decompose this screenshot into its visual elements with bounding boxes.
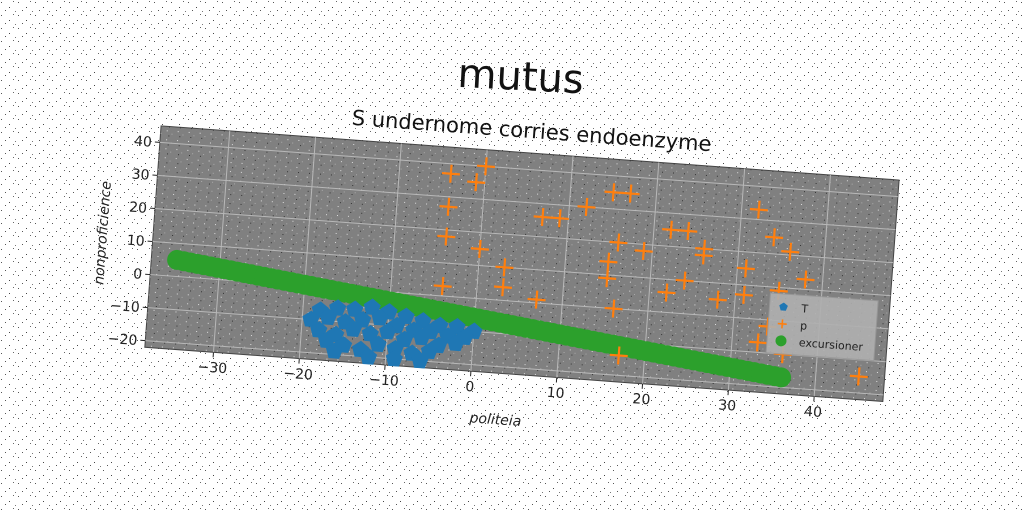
ticks: −30 −20 −10 0 10 20 30 40 −20 −10 0 10 20 30 40 xyxy=(107,134,823,421)
t-point xyxy=(360,348,378,365)
t-point xyxy=(397,307,415,325)
x-tick-label: 20 xyxy=(632,391,651,408)
p-point xyxy=(433,277,452,296)
y-tick-label: 0 xyxy=(133,266,143,283)
p-point xyxy=(781,242,800,261)
t-point xyxy=(329,299,347,316)
p-point xyxy=(493,278,513,297)
y-tick-label: 20 xyxy=(129,200,148,217)
x-grid-line xyxy=(298,137,317,359)
p-point xyxy=(604,183,623,202)
t-point xyxy=(420,342,438,360)
p-point xyxy=(765,228,784,247)
p-point xyxy=(621,184,640,203)
t-point xyxy=(385,349,403,367)
excursioner-point xyxy=(771,367,792,388)
p-point xyxy=(495,258,514,277)
p-point xyxy=(849,367,868,386)
x-tick-label: −30 xyxy=(197,359,228,377)
x-tick-label: 0 xyxy=(465,379,475,396)
p-point xyxy=(598,269,617,288)
y-grid-line xyxy=(154,207,894,264)
p-point xyxy=(599,252,618,271)
x-grid-line xyxy=(727,168,746,391)
p-point xyxy=(748,333,767,352)
p-point xyxy=(533,207,552,227)
p-point xyxy=(604,299,623,318)
t-point xyxy=(448,317,466,335)
p-point xyxy=(609,346,628,365)
legend-label: T xyxy=(800,302,809,316)
y-tick-label: 40 xyxy=(133,134,152,151)
t-point xyxy=(319,308,337,326)
x-tick-label: 30 xyxy=(718,397,737,414)
y-tick-label: 30 xyxy=(131,167,150,184)
t-point xyxy=(371,309,389,326)
p-point xyxy=(694,246,713,265)
chart-title: mutus xyxy=(456,51,584,104)
t-point xyxy=(318,331,336,349)
t-point xyxy=(346,300,364,318)
x-tick-label: 10 xyxy=(546,385,565,402)
x-tick-label: −10 xyxy=(369,372,400,390)
t-point xyxy=(302,310,320,328)
y-grid-line xyxy=(157,174,896,231)
p-point xyxy=(749,200,768,219)
x-grid-line xyxy=(813,174,831,397)
p-point xyxy=(441,164,460,183)
p-point xyxy=(662,220,681,239)
legend-t-marker xyxy=(779,302,788,311)
x-tick-label: −20 xyxy=(283,366,314,384)
x-axis-label: politeia xyxy=(468,410,522,430)
t-point xyxy=(447,334,465,352)
y-axis-label: nonproficience xyxy=(91,180,115,285)
y-tick-label: 10 xyxy=(126,233,145,250)
p-point xyxy=(470,239,489,258)
t-point xyxy=(413,328,431,346)
y-grid-line xyxy=(152,241,891,297)
p-point xyxy=(796,270,815,289)
p-point xyxy=(467,173,486,192)
plot-area: −30 −20 −10 0 10 20 30 40 −20 −10 0 10 20 30 40 xyxy=(107,125,900,421)
t-point xyxy=(395,330,413,348)
legend-label: p xyxy=(800,319,808,332)
legend: Tp excursioner xyxy=(765,292,879,362)
legend-label: excursioner xyxy=(798,336,863,354)
p-point xyxy=(609,233,628,252)
t-point xyxy=(363,298,381,316)
y-tick-label: −10 xyxy=(110,298,141,316)
p-point xyxy=(734,285,754,304)
p-point xyxy=(437,227,456,246)
y-grid-line xyxy=(159,141,898,198)
p-point xyxy=(476,157,496,176)
p-point xyxy=(675,271,694,290)
t-point xyxy=(414,312,432,329)
p-point xyxy=(634,241,653,261)
x-tick-label: 40 xyxy=(804,404,823,421)
y-tick-label: −20 xyxy=(107,331,138,349)
t-point xyxy=(361,324,379,342)
data-marks xyxy=(167,157,868,388)
p-point xyxy=(439,197,458,216)
t-point xyxy=(379,322,397,340)
legend-excursioner-marker xyxy=(775,335,787,347)
p-point xyxy=(708,290,727,309)
p-point xyxy=(527,290,546,309)
y-grid-line xyxy=(145,340,884,396)
p-point xyxy=(736,259,755,278)
legend-p-marker xyxy=(777,319,787,329)
t-point xyxy=(344,320,362,337)
p-point xyxy=(550,209,569,228)
p-point xyxy=(577,197,596,216)
legend-box xyxy=(765,292,879,362)
p-point xyxy=(657,283,676,302)
x-grid-line xyxy=(212,130,231,353)
t-point xyxy=(325,342,344,359)
p-point xyxy=(679,221,698,241)
t-point xyxy=(310,321,328,338)
t-point xyxy=(369,335,387,353)
t-point xyxy=(411,351,429,369)
t-point xyxy=(354,311,372,328)
